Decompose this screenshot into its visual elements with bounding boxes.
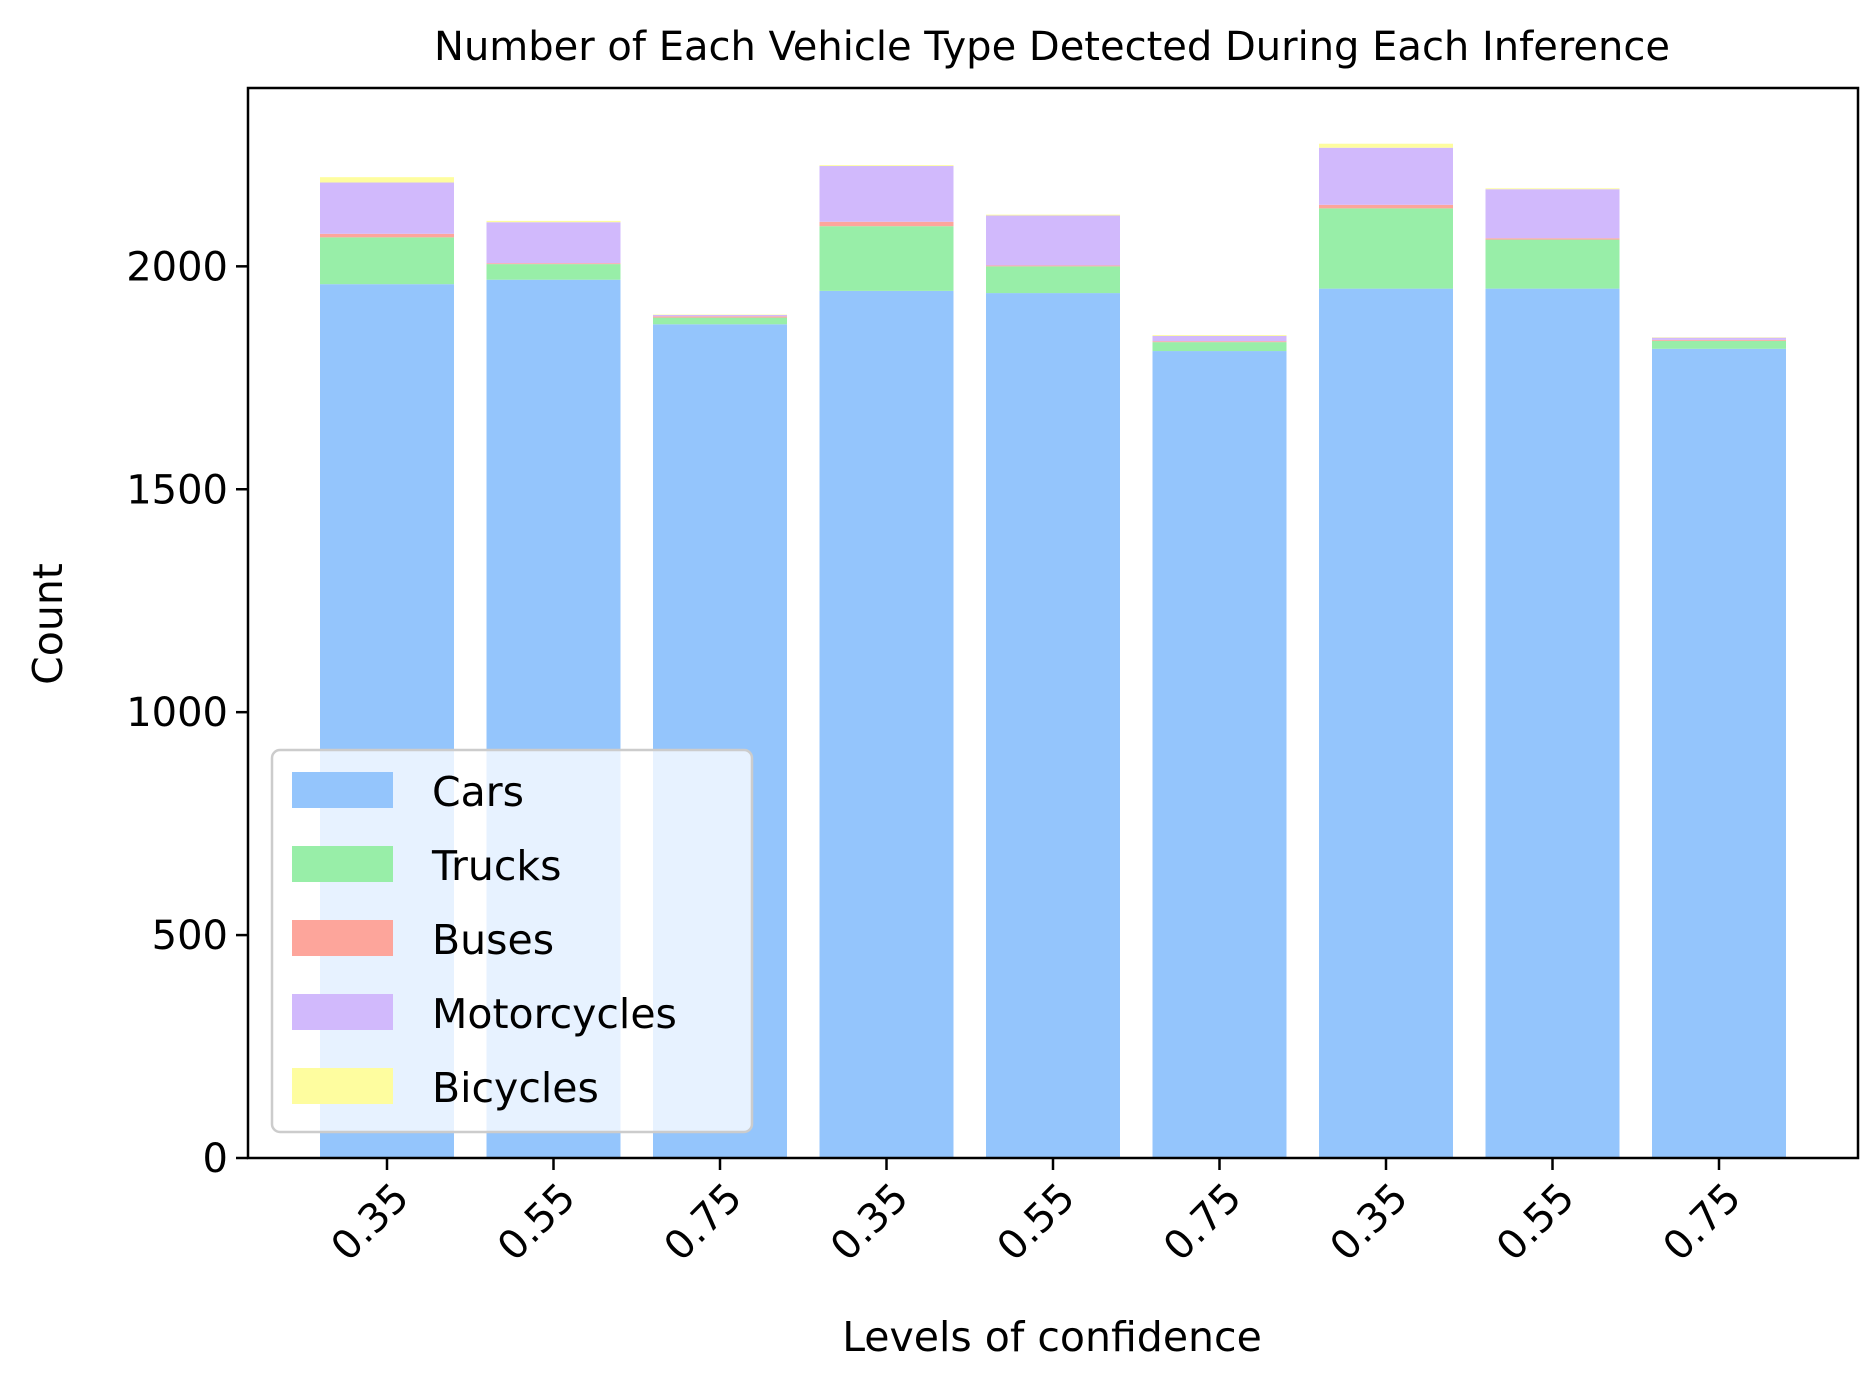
- bar-segment-cars: [1152, 351, 1287, 1158]
- legend-label-cars: Cars: [432, 768, 524, 816]
- bar-segment-motorcycles: [1652, 337, 1786, 340]
- bar-segment-motorcycles: [1485, 189, 1620, 239]
- x-axis-label: Levels of confidence: [842, 1313, 1262, 1361]
- y-tick-label: 2000: [126, 244, 228, 290]
- legend-swatch-motorcycles: [292, 994, 393, 1030]
- bar-segment-trucks: [1319, 208, 1453, 289]
- bar-segment-buses: [1152, 341, 1287, 343]
- x-tick-label: 0.35: [822, 1175, 918, 1271]
- bar-segment-trucks: [1152, 342, 1287, 352]
- bar-segment-motorcycles: [1152, 335, 1287, 342]
- bar-segment-motorcycles: [819, 166, 954, 222]
- bar-segment-buses: [320, 233, 454, 238]
- bar-segment-buses: [819, 221, 954, 227]
- bar-segment-buses: [486, 263, 621, 265]
- y-tick-label: 1000: [126, 690, 228, 736]
- bar-segment-trucks: [1485, 239, 1620, 289]
- bar-segment-motorcycles: [486, 222, 621, 264]
- x-tick-label: 0.55: [1488, 1175, 1584, 1271]
- x-tick-label: 0.35: [323, 1175, 419, 1271]
- x-tick-label: 0.35: [1322, 1175, 1418, 1271]
- bar-segment-cars: [1319, 288, 1453, 1159]
- bar-segment-trucks: [986, 266, 1120, 294]
- bar-segment-cars: [986, 293, 1120, 1159]
- bar-segment-buses: [1319, 204, 1453, 209]
- y-tick-label: 500: [152, 913, 228, 959]
- bar-segment-buses: [653, 316, 787, 318]
- bar-segment-trucks: [320, 237, 454, 285]
- legend-box: [270, 748, 754, 1134]
- bar-segment-bicycles: [486, 220, 621, 223]
- legend-swatch-trucks: [292, 846, 393, 882]
- legend: Cars Trucks Buses Motorcycles Bicycles: [270, 748, 754, 1134]
- legend-label-bicycles: Bicycles: [432, 1064, 599, 1112]
- legend-swatch-bicycles: [292, 1068, 393, 1104]
- y-tick-label: 0: [203, 1136, 228, 1182]
- bar-segment-motorcycles: [653, 314, 787, 317]
- bar-segment-buses: [1652, 339, 1786, 341]
- bar-segment-motorcycles: [986, 215, 1120, 266]
- bar-segment-cars: [1652, 348, 1786, 1158]
- bar-segment-motorcycles: [320, 182, 454, 234]
- y-tick-label: 1500: [126, 467, 228, 513]
- legend-swatch-buses: [292, 920, 393, 956]
- legend-label-motorcycles: Motorcycles: [432, 990, 677, 1038]
- bar-segment-bicycles: [320, 177, 454, 183]
- bar-segment-trucks: [819, 226, 954, 291]
- x-tick-label: 0.75: [656, 1175, 752, 1271]
- bar-segment-motorcycles: [1319, 147, 1453, 205]
- legend-label-buses: Buses: [432, 916, 554, 964]
- bar-segment-trucks: [1652, 340, 1786, 349]
- bar-segment-bicycles: [1485, 188, 1620, 190]
- x-tick-label: 0.75: [1655, 1175, 1751, 1271]
- chart-title: Number of Each Vehicle Type Detected Dur…: [434, 24, 1670, 70]
- x-tick-label: 0.55: [989, 1175, 1085, 1271]
- bar-segment-bicycles: [1152, 334, 1287, 336]
- bar-segment-buses: [986, 265, 1120, 267]
- bar-segment-buses: [1485, 238, 1620, 240]
- legend-label-trucks: Trucks: [431, 842, 562, 890]
- bar-segment-bicycles: [986, 214, 1120, 216]
- y-axis-label: Count: [24, 563, 72, 685]
- bar-segment-cars: [1485, 288, 1620, 1159]
- bar-segment-bicycles: [1319, 143, 1453, 148]
- bar-segment-trucks: [486, 264, 621, 280]
- legend-swatch-cars: [292, 772, 393, 808]
- x-tick-label: 0.75: [1155, 1175, 1251, 1271]
- x-tick-label: 0.55: [489, 1175, 585, 1271]
- bar-segment-bicycles: [819, 165, 954, 167]
- bar-segment-cars: [819, 290, 954, 1159]
- bar-segment-trucks: [653, 317, 787, 325]
